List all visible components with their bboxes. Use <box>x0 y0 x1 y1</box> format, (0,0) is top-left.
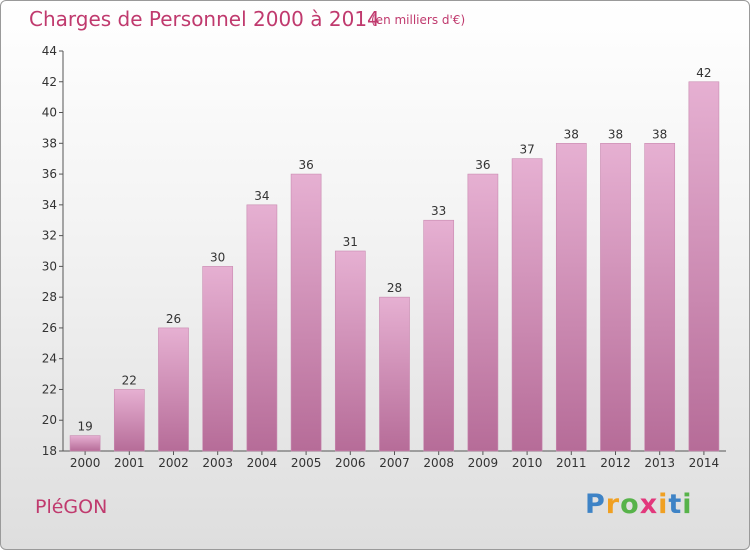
bar-value-label: 22 <box>122 373 137 387</box>
y-tick-label: 36 <box>42 167 57 181</box>
y-tick-label: 22 <box>42 382 57 396</box>
y-tick-label: 18 <box>42 444 57 458</box>
bar <box>69 435 101 452</box>
bar <box>113 389 145 452</box>
y-tick-label: 32 <box>42 229 57 243</box>
y-tick-label: 26 <box>42 321 57 335</box>
x-tick-label: 2003 <box>202 456 233 470</box>
bar-value-label: 30 <box>210 250 225 264</box>
bar-value-label: 38 <box>564 127 579 141</box>
bar <box>688 81 720 452</box>
y-tick-label: 44 <box>42 44 57 58</box>
bar <box>423 219 455 452</box>
bar-value-label: 36 <box>298 158 313 172</box>
bar-value-label: 28 <box>387 281 402 295</box>
bar-value-label: 34 <box>254 189 269 203</box>
x-tick-label: 2008 <box>423 456 454 470</box>
bar-value-label: 42 <box>696 66 711 80</box>
y-tick-label: 24 <box>42 352 57 366</box>
bar <box>158 327 189 452</box>
bar <box>644 143 676 452</box>
x-tick-label: 2014 <box>689 456 720 470</box>
x-tick-label: 2007 <box>379 456 410 470</box>
bar <box>334 250 366 452</box>
y-tick-label: 28 <box>42 290 57 304</box>
bar <box>379 296 410 452</box>
y-tick-label: 34 <box>42 198 57 212</box>
x-tick-label: 2009 <box>468 456 499 470</box>
bar-value-label: 19 <box>77 420 92 434</box>
bar <box>202 266 234 452</box>
y-tick-label: 30 <box>42 259 57 273</box>
bar <box>511 158 543 452</box>
bar-value-label: 33 <box>431 204 446 218</box>
chart-title: Charges de Personnel 2000 à 2014 <box>29 7 380 31</box>
x-tick-label: 2001 <box>114 456 145 470</box>
bar <box>467 173 499 452</box>
x-tick-label: 2004 <box>247 456 278 470</box>
bar-value-label: 26 <box>166 312 181 326</box>
x-tick-label: 2000 <box>70 456 101 470</box>
x-tick-label: 2013 <box>644 456 675 470</box>
y-tick-label: 40 <box>42 106 57 120</box>
bar <box>555 143 587 452</box>
x-tick-label: 2005 <box>291 456 322 470</box>
bar <box>290 173 322 452</box>
bar <box>246 204 278 452</box>
bar-value-label: 37 <box>519 143 534 157</box>
bar-value-label: 38 <box>608 127 623 141</box>
x-tick-label: 2006 <box>335 456 366 470</box>
bar-value-label: 36 <box>475 158 490 172</box>
bar-value-label: 31 <box>343 235 358 249</box>
proxiti-logo: Proxiti <box>585 489 693 520</box>
x-tick-label: 2010 <box>512 456 543 470</box>
bar <box>600 143 631 452</box>
y-tick-label: 42 <box>42 75 57 89</box>
y-tick-label: 38 <box>42 136 57 150</box>
x-tick-label: 2011 <box>556 456 587 470</box>
x-tick-label: 2012 <box>600 456 631 470</box>
x-tick-label: 2002 <box>158 456 189 470</box>
commune-name: PléGON <box>35 496 108 518</box>
chart-subtitle: (en milliers d'€) <box>371 13 466 27</box>
bar-value-label: 38 <box>652 127 667 141</box>
y-tick-label: 20 <box>42 413 57 427</box>
